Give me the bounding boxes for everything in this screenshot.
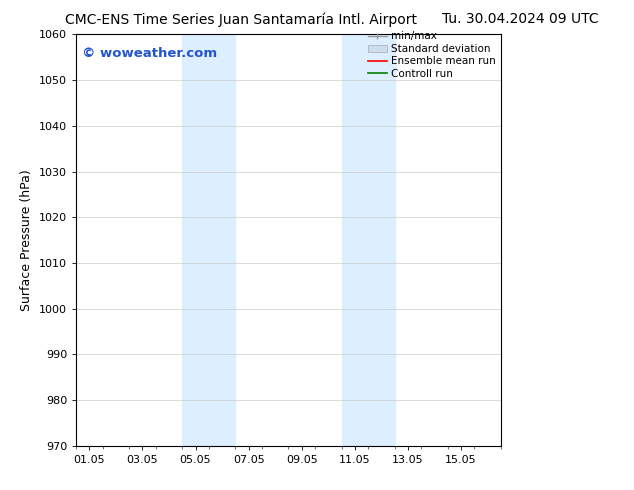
Text: © woweather.com: © woweather.com [82, 47, 217, 60]
Legend: min/max, Standard deviation, Ensemble mean run, Controll run: min/max, Standard deviation, Ensemble me… [368, 31, 496, 79]
Y-axis label: Surface Pressure (hPa): Surface Pressure (hPa) [20, 169, 34, 311]
Text: CMC-ENS Time Series Juan Santamaría Intl. Airport: CMC-ENS Time Series Juan Santamaría Intl… [65, 12, 417, 27]
Text: Tu. 30.04.2024 09 UTC: Tu. 30.04.2024 09 UTC [441, 12, 598, 26]
Bar [342, 34, 394, 446]
Bar [183, 34, 235, 446]
